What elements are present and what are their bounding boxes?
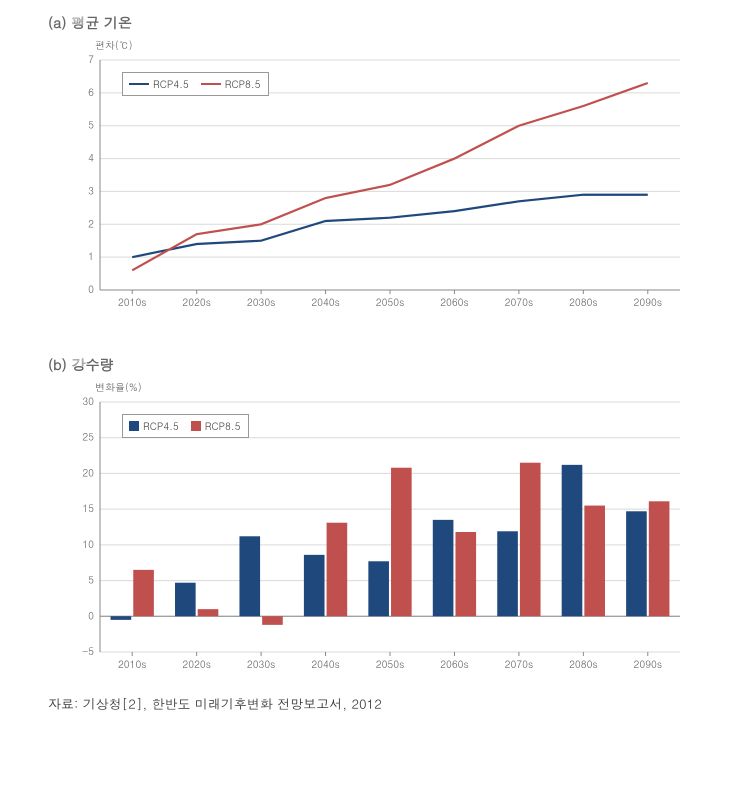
- legend-item-rcp45: RCP4.5: [129, 77, 189, 91]
- legend-label-rcp85: RCP8.5: [205, 419, 241, 433]
- svg-text:3: 3: [88, 183, 94, 197]
- svg-text:2040s: 2040s: [311, 295, 339, 309]
- chart-a-ylabel: 편차(℃): [0, 38, 735, 54]
- svg-text:2010s: 2010s: [118, 657, 146, 671]
- svg-text:0: 0: [88, 608, 94, 622]
- svg-text:2060s: 2060s: [440, 295, 468, 309]
- svg-text:7: 7: [88, 54, 94, 66]
- chart-b-section: (b) 강수량 변화율(%) -5 0 5 10 15 20 25 30 2010s 2020s 2…: [0, 342, 735, 676]
- svg-text:30: 30: [82, 396, 94, 408]
- svg-text:2030s: 2030s: [247, 657, 275, 671]
- citation: 자료: 기상청[2], 한반도 미래기후변화 전망보고서, 2012: [0, 676, 735, 713]
- legend-line-icon: [129, 83, 149, 85]
- legend-item-rcp45: RCP4.5: [129, 419, 179, 433]
- svg-text:2050s: 2050s: [376, 295, 404, 309]
- chart-a-section: (a) 평균 기온 편차(℃) 0 1 2 3 4 5 6 7 2010s 2020s 2030s 2…: [0, 0, 735, 314]
- svg-text:0: 0: [88, 282, 94, 296]
- svg-text:2080s: 2080s: [569, 657, 597, 671]
- svg-text:-5: -5: [82, 644, 94, 658]
- svg-text:5: 5: [88, 573, 94, 587]
- chart-b-legend: RCP4.5 RCP8.5: [122, 414, 249, 438]
- svg-text:1: 1: [88, 249, 94, 263]
- chart-b-svg: -5 0 5 10 15 20 25 30 2010s 2020s 2030s 2040s 2050s 2…: [60, 396, 690, 676]
- chart-b-plot: -5 0 5 10 15 20 25 30 2010s 2020s 2030s 2040s 2050s 2…: [60, 396, 705, 676]
- legend-item-rcp85: RCP8.5: [191, 419, 241, 433]
- svg-text:2090s: 2090s: [634, 657, 662, 671]
- svg-text:2070s: 2070s: [505, 657, 533, 671]
- chart-a-title: (a) 평균 기온: [0, 0, 735, 38]
- legend-label-rcp85: RCP8.5: [225, 77, 261, 91]
- chart-a-plot: 0 1 2 3 4 5 6 7 2010s 2020s 2030s 2040s 2050s 2060s 20…: [60, 54, 705, 314]
- svg-text:5: 5: [88, 118, 94, 132]
- svg-text:2010s: 2010s: [118, 295, 146, 309]
- legend-item-rcp85: RCP8.5: [201, 77, 261, 91]
- svg-text:2050s: 2050s: [376, 657, 404, 671]
- svg-text:2: 2: [88, 216, 94, 230]
- legend-line-icon: [201, 83, 221, 85]
- svg-text:2090s: 2090s: [634, 295, 662, 309]
- svg-text:2070s: 2070s: [505, 295, 533, 309]
- svg-text:15: 15: [82, 501, 94, 515]
- svg-text:2020s: 2020s: [182, 295, 210, 309]
- svg-text:2040s: 2040s: [311, 657, 339, 671]
- chart-b-title: (b) 강수량: [0, 342, 735, 380]
- svg-text:2080s: 2080s: [569, 295, 597, 309]
- legend-square-icon: [129, 421, 139, 431]
- svg-text:25: 25: [82, 430, 94, 444]
- legend-label-rcp45: RCP4.5: [143, 419, 179, 433]
- svg-text:20: 20: [82, 465, 94, 479]
- svg-text:4: 4: [88, 151, 94, 165]
- legend-square-icon: [191, 421, 201, 431]
- svg-text:2060s: 2060s: [440, 657, 468, 671]
- chart-b-ylabel: 변화율(%): [0, 380, 735, 396]
- svg-text:2030s: 2030s: [247, 295, 275, 309]
- svg-text:2020s: 2020s: [182, 657, 210, 671]
- svg-text:6: 6: [88, 85, 94, 99]
- chart-a-legend: RCP4.5 RCP8.5: [122, 72, 269, 96]
- legend-label-rcp45: RCP4.5: [153, 77, 189, 91]
- svg-text:10: 10: [82, 537, 94, 551]
